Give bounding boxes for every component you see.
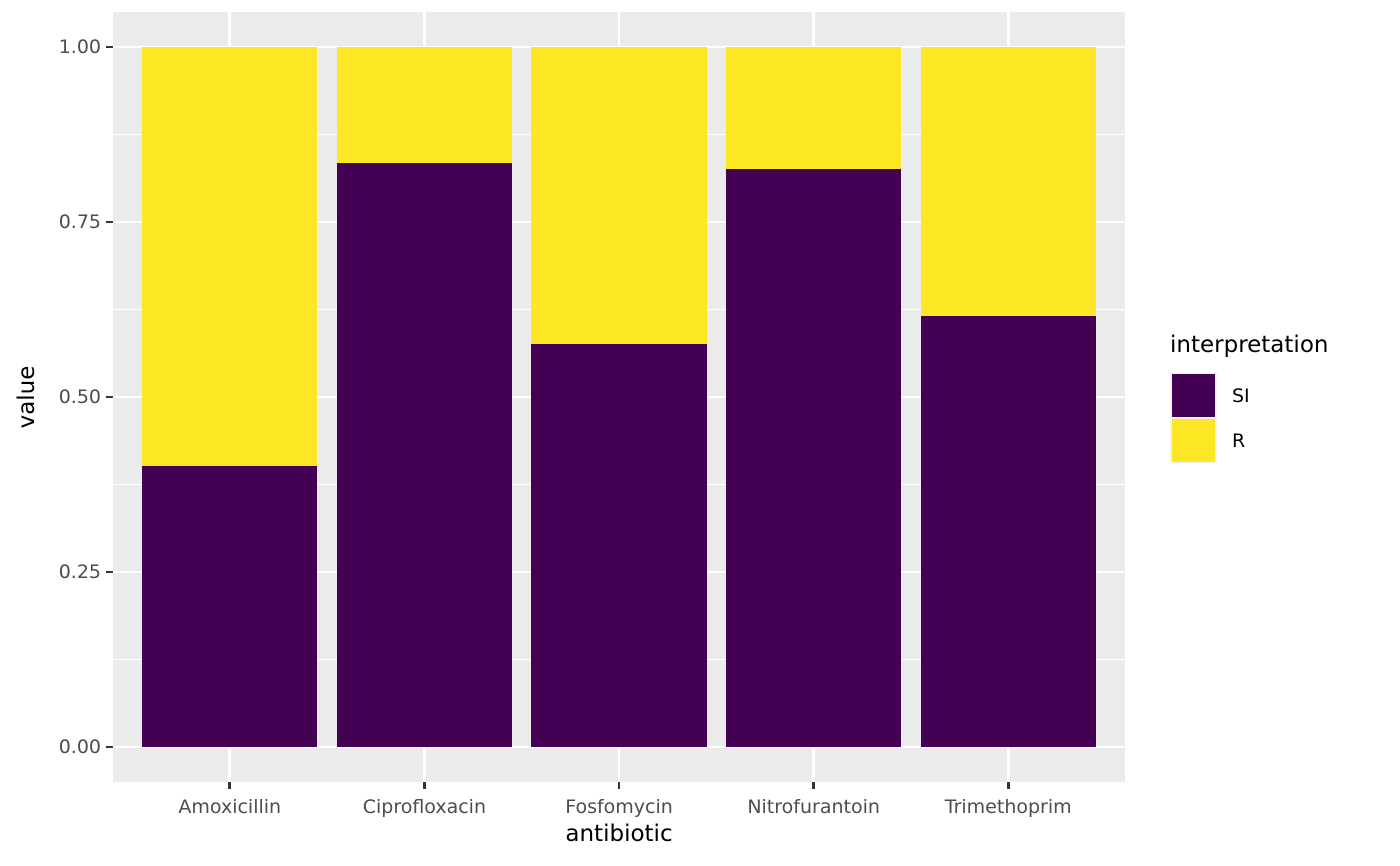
- legend-entry-si: SI: [1170, 373, 1328, 418]
- y-axis-tick-label: 0.25: [58, 561, 101, 583]
- legend-keys: SI R: [1170, 373, 1328, 463]
- legend-label-si: SI: [1232, 384, 1250, 407]
- y-axis-tick-label: 1.00: [58, 36, 101, 58]
- y-axis-tick-label: 0.50: [58, 386, 101, 408]
- x-axis-tick-mark: [228, 782, 232, 789]
- x-axis-tick-label: Amoxicillin: [178, 796, 282, 818]
- bar-segment-ciprofloxacin-si: [336, 163, 512, 747]
- y-axis-tick-mark: [106, 745, 113, 749]
- legend-key-r: [1170, 418, 1217, 463]
- x-axis-tick-label: Ciprofloxacin: [362, 796, 487, 818]
- x-axis-tick-mark: [1006, 782, 1010, 789]
- y-axis-tick-mark: [106, 570, 113, 574]
- bar-segment-nitrofurantoin-si: [726, 168, 902, 747]
- bar-segment-ciprofloxacin-r: [336, 47, 512, 164]
- bar-segment-nitrofurantoin-r: [726, 47, 902, 169]
- y-axis-tick-mark: [106, 220, 113, 224]
- y-axis-tick-mark: [106, 45, 113, 49]
- bar-segment-amoxicillin-r: [142, 47, 318, 467]
- y-axis-tick-label: 0.75: [58, 211, 101, 233]
- x-axis-tick-mark: [812, 782, 815, 789]
- x-axis-title: antibiotic: [565, 821, 673, 847]
- legend-swatch-si: [1172, 374, 1215, 417]
- bar-segment-fosfomycin-r: [531, 47, 707, 344]
- x-axis-tick-label: Nitrofurantoin: [747, 796, 880, 818]
- x-axis-tick-label: Fosfomycin: [565, 796, 673, 818]
- legend: interpretation SI R: [1170, 331, 1328, 463]
- legend-title: interpretation: [1170, 332, 1329, 358]
- plot-panel: [113, 12, 1125, 782]
- x-axis-tick-label: Trimethoprim: [944, 796, 1072, 818]
- x-axis-tick-mark: [617, 782, 621, 789]
- legend-label-r: R: [1232, 429, 1246, 452]
- legend-key-si: [1170, 373, 1217, 418]
- legend-swatch-r: [1172, 419, 1215, 462]
- y-axis-tick-label: 0.00: [58, 736, 101, 758]
- y-axis-title: value: [14, 365, 40, 429]
- bar-segment-trimethoprim-r: [920, 47, 1096, 316]
- bar-segment-amoxicillin-si: [142, 466, 318, 747]
- y-axis-tick-mark: [106, 395, 113, 399]
- x-axis-tick-mark: [423, 782, 426, 789]
- legend-entry-r: R: [1170, 418, 1328, 463]
- bar-segment-fosfomycin-si: [531, 343, 707, 747]
- bar-segment-trimethoprim-si: [920, 315, 1096, 747]
